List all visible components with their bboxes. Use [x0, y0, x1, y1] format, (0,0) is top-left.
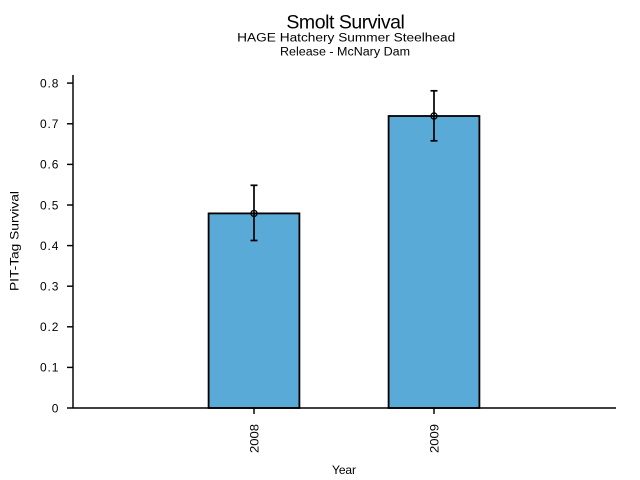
svg-text:0: 0 [52, 401, 59, 415]
svg-text:2008: 2008 [248, 424, 262, 453]
svg-text:Release - McNary Dam: Release - McNary Dam [280, 46, 410, 58]
svg-text:0.2: 0.2 [40, 320, 59, 334]
svg-text:0.1: 0.1 [40, 361, 59, 375]
svg-text:2009: 2009 [428, 424, 442, 453]
svg-text:0.5: 0.5 [40, 198, 59, 212]
svg-text:0.4: 0.4 [40, 239, 59, 253]
svg-text:0.7: 0.7 [40, 117, 59, 131]
svg-text:0.8: 0.8 [40, 76, 59, 90]
svg-text:0.3: 0.3 [40, 280, 59, 294]
svg-text:0.6: 0.6 [40, 158, 59, 172]
svg-text:Year: Year [332, 463, 356, 477]
svg-text:HAGE Hatchery Summer Steelhead: HAGE Hatchery Summer Steelhead [237, 33, 455, 45]
svg-text:Smolt Survival: Smolt Survival [286, 12, 405, 34]
svg-text:PIT-Tag Survival: PIT-Tag Survival [8, 191, 22, 291]
